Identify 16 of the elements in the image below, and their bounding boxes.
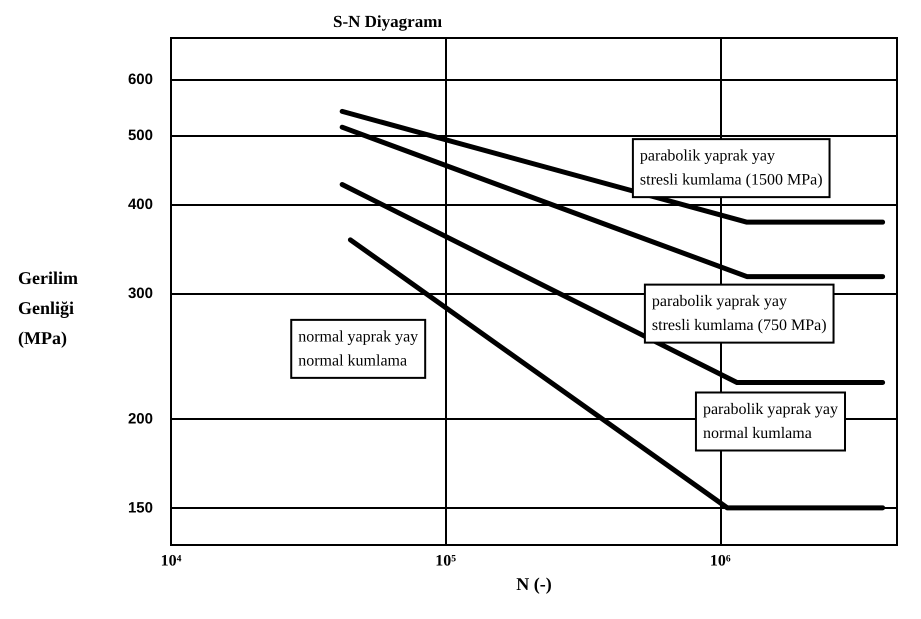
chart-title: S-N Diyagramı (333, 12, 442, 31)
x-tick-label: 10⁶ (710, 552, 731, 570)
y-tick-label: 200 (128, 410, 153, 428)
series-label: parabolik yaprak yay normal kumlama (702, 401, 838, 442)
x-tick-label: 10⁵ (435, 552, 456, 570)
y-tick-label: 300 (128, 285, 153, 302)
x-axis-title: N (-) (516, 574, 552, 594)
series-label: parabolik yaprak yay stresli kumlama (1500 MPa) (640, 148, 823, 189)
y-tick-label: 500 (128, 127, 153, 144)
y-axis-title: Gerilim Genliği (MPa) (18, 268, 78, 348)
x-tick-label: 10⁴ (160, 552, 182, 570)
y-tick-label: 150 (128, 499, 153, 516)
y-tick-label: 600 (128, 70, 153, 88)
series-label: parabolik yaprak yay stresli kumlama (750 MPa) (652, 293, 827, 334)
text: normal yaprak yay normal kumlama (298, 328, 418, 370)
y-tick-label: 400 (128, 196, 153, 214)
